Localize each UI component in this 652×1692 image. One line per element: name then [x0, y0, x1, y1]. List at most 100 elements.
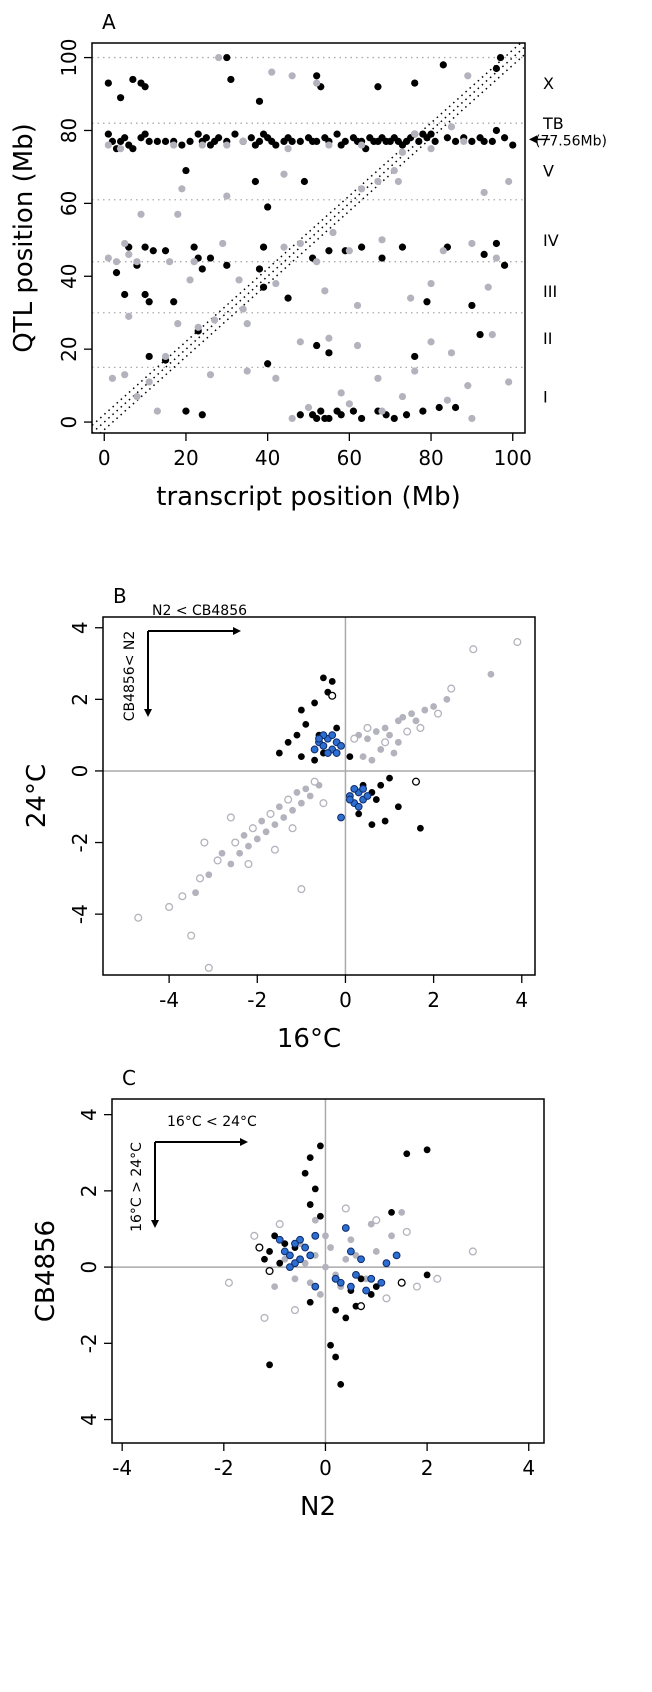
data-point — [328, 678, 336, 685]
data-point — [116, 145, 125, 153]
data-point — [377, 746, 385, 753]
data-point — [468, 414, 476, 423]
data-point — [255, 1243, 264, 1252]
data-point — [236, 849, 244, 857]
data-point — [423, 1146, 431, 1154]
chromosome-label: II — [543, 329, 552, 348]
data-point — [306, 792, 314, 800]
data-point — [311, 1216, 319, 1224]
data-point — [280, 1247, 289, 1256]
data-point — [260, 1313, 269, 1322]
data-point — [328, 691, 337, 700]
data-point — [182, 166, 190, 175]
data-point — [297, 753, 305, 761]
data-point — [427, 338, 435, 346]
data-point — [381, 724, 389, 732]
data-point — [161, 247, 170, 255]
data-point — [306, 1154, 314, 1162]
data-point — [284, 145, 292, 153]
y-tick-label: 0 — [68, 765, 92, 778]
data-point — [358, 414, 366, 423]
y-tick-label: 2 — [68, 693, 92, 706]
data-point — [332, 1353, 340, 1361]
plot-area — [92, 43, 525, 433]
data-point — [313, 137, 321, 146]
data-point — [296, 137, 304, 146]
data-point — [272, 374, 280, 382]
data-point — [423, 1271, 431, 1279]
data-point — [125, 312, 133, 320]
data-point — [291, 1275, 299, 1283]
data-point — [427, 145, 435, 153]
y-tick-label: -2 — [68, 833, 92, 853]
y-tick-label: 60 — [57, 191, 81, 216]
data-point — [281, 1240, 289, 1248]
data-point — [451, 137, 460, 146]
data-point — [281, 1255, 289, 1263]
data-point — [352, 1251, 360, 1259]
data-point — [145, 298, 153, 306]
data-point — [415, 137, 423, 146]
data-point — [374, 177, 382, 186]
data-point — [322, 1232, 329, 1240]
data-point — [372, 1248, 380, 1255]
data-point — [112, 269, 121, 277]
data-point — [108, 374, 117, 382]
data-point — [284, 294, 292, 302]
data-point — [381, 817, 389, 825]
data-point — [325, 334, 333, 342]
data-point — [394, 177, 402, 186]
data-point — [372, 728, 380, 735]
data-point — [251, 177, 259, 186]
horizontal-arrow-head — [240, 1138, 248, 1146]
data-point — [231, 130, 239, 138]
data-point — [423, 298, 431, 306]
x-tick-label: 2 — [421, 1456, 434, 1480]
data-point — [390, 414, 398, 423]
data-point — [262, 828, 270, 836]
data-point — [492, 239, 501, 248]
data-point — [480, 250, 488, 259]
data-point — [421, 706, 429, 714]
data-point — [244, 859, 253, 869]
data-point — [359, 753, 367, 761]
data-point — [398, 392, 407, 401]
data-point — [341, 1224, 350, 1232]
cis-diagonal-line — [92, 43, 522, 427]
data-point — [345, 795, 354, 804]
data-point — [386, 731, 393, 739]
data-point — [223, 141, 231, 149]
chromosome-label: (77.56Mb) — [535, 133, 607, 149]
data-point — [255, 137, 264, 146]
data-point — [349, 407, 358, 415]
hotspot-arrow-head — [529, 135, 537, 144]
data-point — [198, 265, 206, 273]
data-point — [112, 258, 121, 266]
data-point — [443, 396, 451, 404]
data-point — [141, 290, 149, 299]
data-point — [337, 813, 345, 822]
data-point — [403, 1150, 411, 1158]
data-point — [271, 821, 279, 829]
x-tick-label: -4 — [159, 988, 179, 1012]
data-point — [468, 239, 476, 248]
data-point — [411, 367, 419, 375]
data-point — [451, 403, 460, 412]
data-point — [468, 1247, 477, 1256]
data-point — [153, 137, 161, 146]
data-point — [311, 756, 318, 764]
data-point — [310, 777, 319, 786]
data-point — [270, 845, 279, 854]
data-point — [398, 148, 407, 156]
data-point — [492, 64, 501, 73]
data-point — [210, 316, 219, 324]
data-point — [430, 703, 438, 710]
data-point — [427, 130, 435, 138]
panel-label: A — [102, 10, 116, 34]
data-point — [412, 717, 420, 725]
data-point — [145, 137, 153, 146]
data-point — [313, 79, 321, 87]
data-point — [266, 809, 275, 818]
data-point — [231, 838, 240, 847]
data-point — [367, 1291, 375, 1298]
